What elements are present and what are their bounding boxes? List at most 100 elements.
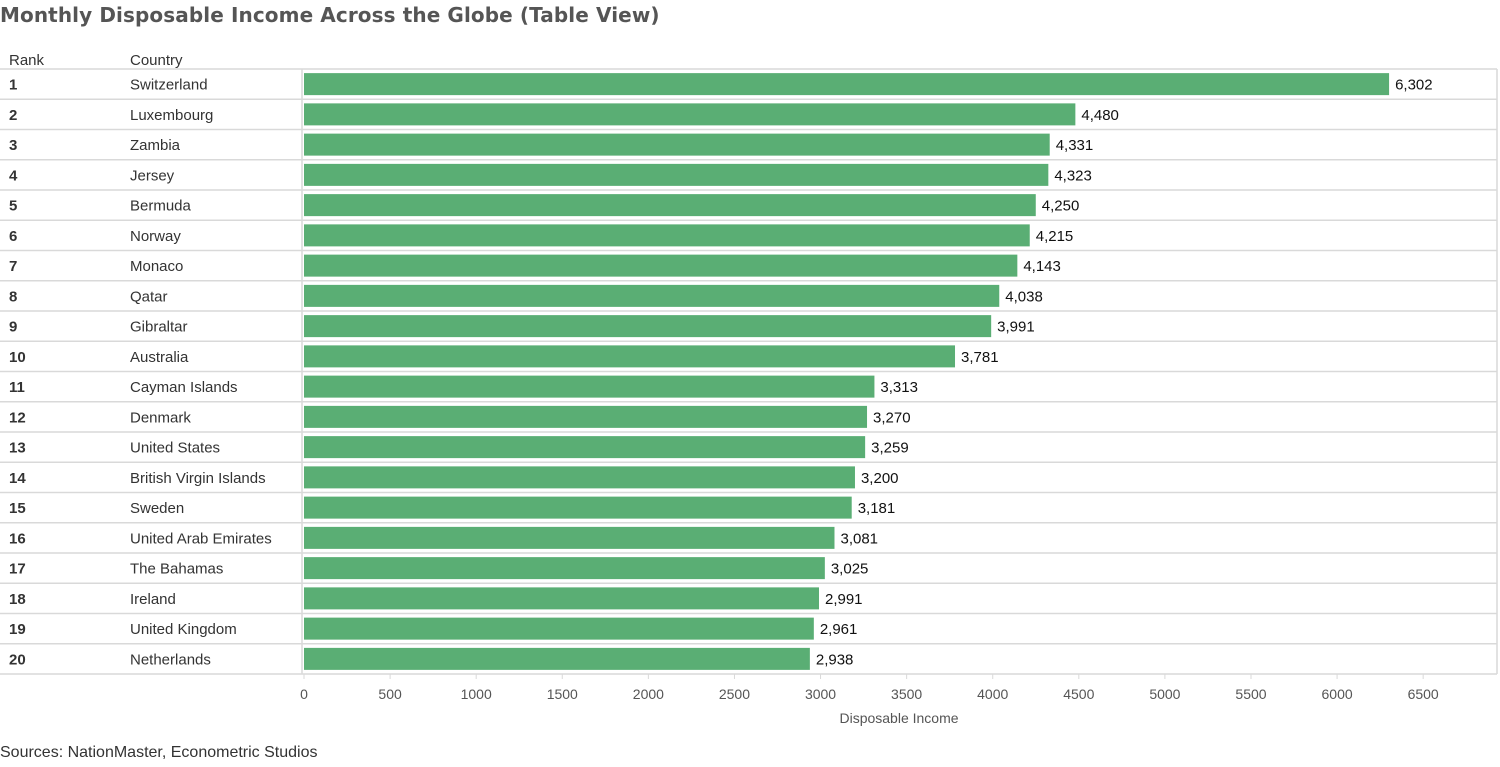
country-cell: Switzerland [130, 77, 208, 94]
rank-cell: 17 [9, 561, 26, 578]
bar-value-label: 4,143 [1023, 258, 1061, 275]
bar [304, 557, 825, 580]
bar [304, 617, 814, 640]
rank-cell: 8 [9, 288, 17, 305]
bar [304, 284, 1000, 307]
rank-cell: 6 [9, 228, 17, 245]
country-column-header: Country [130, 52, 183, 69]
bar-value-label: 4,038 [1005, 288, 1043, 305]
row-separators [0, 68, 1498, 675]
table-row: 10 Australia 3,781 [9, 345, 999, 368]
rank-cell: 14 [9, 470, 26, 487]
rank-cell: 20 [9, 651, 26, 668]
bar [304, 375, 875, 398]
bar-value-label: 2,991 [825, 591, 863, 608]
rank-cell: 19 [9, 621, 26, 638]
bar-value-label: 3,313 [880, 379, 918, 396]
rank-cell: 2 [9, 107, 17, 124]
bar [304, 436, 866, 459]
country-cell: Bermuda [130, 198, 192, 215]
x-tick-label: 1000 [461, 686, 492, 702]
bar [304, 587, 819, 610]
bar-value-label: 3,081 [840, 530, 878, 547]
table-row: 8 Qatar 4,038 [9, 284, 1043, 307]
table-row: 9 Gibraltar 3,991 [9, 315, 1035, 338]
bar-value-label: 2,961 [820, 621, 858, 638]
table-row: 11 Cayman Islands 3,313 [9, 375, 918, 398]
bar-value-label: 6,302 [1395, 77, 1433, 94]
bar-value-label: 4,331 [1056, 137, 1094, 154]
country-cell: Jersey [130, 167, 175, 184]
country-cell: Australia [130, 349, 189, 366]
country-cell: Netherlands [130, 651, 211, 668]
rank-cell: 5 [9, 198, 17, 215]
country-cell: Norway [130, 228, 181, 245]
bar [304, 345, 956, 368]
bar [304, 163, 1049, 186]
country-cell: British Virgin Islands [130, 470, 266, 487]
bar-value-label: 4,323 [1054, 167, 1092, 184]
rank-cell: 13 [9, 440, 26, 457]
x-tick-label: 4000 [977, 686, 1008, 702]
x-tick-label: 4500 [1063, 686, 1094, 702]
table-row: 7 Monaco 4,143 [9, 254, 1061, 277]
bar-chart: Rank Country 1 Switzerland 6,302 2 Luxembour… [0, 52, 1498, 726]
country-cell: United Kingdom [130, 621, 237, 638]
x-tick-label: 6000 [1322, 686, 1353, 702]
rank-cell: 7 [9, 258, 17, 275]
bar-value-label: 4,480 [1081, 107, 1119, 124]
rank-cell: 12 [9, 409, 26, 426]
source-note: Sources: NationMaster, Econometric Studi… [0, 744, 318, 761]
table-row: 5 Bermuda 4,250 [9, 194, 1080, 217]
table-row: 1 Switzerland 6,302 [9, 73, 1433, 96]
x-axis-label: Disposable Income [839, 710, 958, 726]
country-cell: Denmark [130, 409, 191, 426]
country-cell: Gibraltar [130, 319, 188, 336]
bar [304, 194, 1036, 217]
table-row: 17 The Bahamas 3,025 [9, 557, 869, 580]
chart-rows: 1 Switzerland 6,302 2 Luxembourg 4,480 3 Zambia… [9, 73, 1433, 670]
bar-value-label: 3,025 [831, 561, 869, 578]
x-tick-label: 5500 [1235, 686, 1266, 702]
x-tick-label: 2000 [633, 686, 664, 702]
table-row: 19 United Kingdom 2,961 [9, 617, 858, 640]
table-row: 12 Denmark 3,270 [9, 405, 911, 428]
rank-cell: 9 [9, 319, 17, 336]
table-row: 15 Sweden 3,181 [9, 496, 896, 519]
bar [304, 315, 992, 338]
x-tick-label: 500 [378, 686, 402, 702]
bar-value-label: 4,250 [1042, 198, 1080, 215]
bar-value-label: 3,181 [858, 500, 896, 517]
bar [304, 133, 1050, 156]
table-row: 18 Ireland 2,991 [9, 587, 863, 610]
bar [304, 466, 855, 489]
bar-value-label: 3,781 [961, 349, 999, 366]
country-cell: United States [130, 440, 220, 457]
bar [304, 254, 1018, 277]
x-tick-label: 1500 [547, 686, 578, 702]
bar [304, 526, 835, 549]
bar-value-label: 3,200 [861, 470, 899, 487]
rank-cell: 11 [9, 379, 25, 396]
rank-cell: 18 [9, 591, 26, 608]
rank-cell: 3 [9, 137, 17, 154]
country-cell: The Bahamas [130, 561, 223, 578]
table-row: 16 United Arab Emirates 3,081 [9, 526, 878, 549]
table-row: 13 United States 3,259 [9, 436, 909, 459]
chart-title: Monthly Disposable Income Across the Glo… [0, 3, 660, 27]
country-cell: Cayman Islands [130, 379, 238, 396]
rank-cell: 10 [9, 349, 26, 366]
bar [304, 224, 1030, 247]
bar-value-label: 3,270 [873, 409, 911, 426]
rank-cell: 4 [9, 167, 18, 184]
bar-value-label: 3,991 [997, 319, 1035, 336]
country-cell: Zambia [130, 137, 181, 154]
table-row: 2 Luxembourg 4,480 [9, 103, 1119, 126]
table-row: 20 Netherlands 2,938 [9, 647, 853, 670]
x-tick-label: 3000 [805, 686, 836, 702]
table-row: 4 Jersey 4,323 [9, 163, 1092, 186]
x-tick-label: 6500 [1408, 686, 1439, 702]
bar [304, 73, 1390, 96]
country-cell: Sweden [130, 500, 184, 517]
x-tick-label: 5000 [1149, 686, 1180, 702]
